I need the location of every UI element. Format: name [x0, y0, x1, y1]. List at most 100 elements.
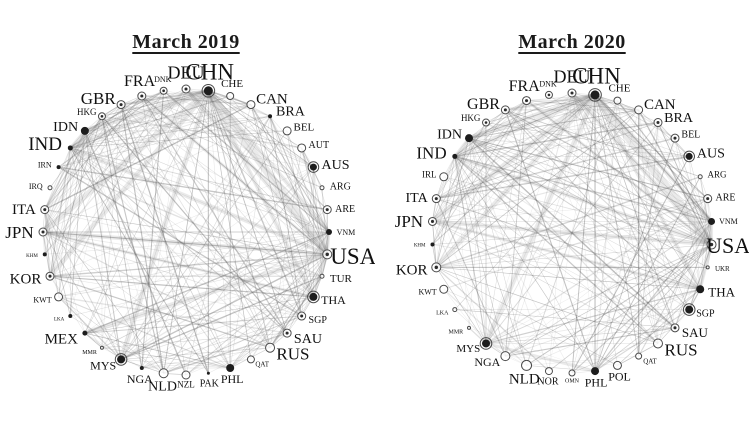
edge [120, 88, 187, 360]
node-label-THA: THA [321, 293, 346, 307]
edge [571, 92, 618, 366]
edge [505, 109, 690, 310]
edge [485, 288, 701, 345]
edge [526, 100, 712, 245]
node-QAT [635, 352, 643, 360]
edge [208, 90, 252, 360]
edge [69, 147, 231, 369]
node-label-BEL: BEL [294, 121, 315, 133]
edge [58, 166, 328, 211]
edge [120, 166, 314, 360]
edge [49, 276, 86, 334]
edge [505, 94, 596, 357]
node-THA [696, 285, 705, 294]
node-label-ITA: ITA [405, 191, 428, 206]
edge [638, 221, 713, 357]
edge [269, 254, 328, 348]
edge [436, 198, 712, 245]
node-dot-ITA [434, 197, 438, 201]
node-PHL [226, 364, 235, 373]
edge [101, 116, 165, 374]
edge [436, 109, 639, 268]
edge [454, 156, 596, 372]
edge [454, 309, 506, 357]
node-MMR [466, 325, 471, 330]
edge-band [430, 92, 597, 224]
node-ring-CHN [201, 83, 216, 98]
node-label-ARE: ARE [716, 193, 736, 204]
edge [120, 253, 328, 361]
edge [432, 94, 596, 245]
edge [468, 327, 596, 372]
node-NZL [181, 370, 191, 380]
edge-band [593, 93, 713, 223]
edge [443, 100, 527, 177]
edge [84, 90, 164, 132]
edge [185, 275, 323, 376]
node-MEX [82, 330, 88, 336]
edge [101, 90, 164, 117]
edge [468, 137, 712, 245]
nodes [427, 88, 717, 377]
edge-band [42, 230, 328, 257]
edge [120, 104, 231, 369]
node-label-PHL: PHL [221, 372, 244, 386]
edge [42, 116, 103, 233]
node-dot-ARE [325, 208, 329, 212]
edge [443, 288, 618, 366]
edge [120, 104, 323, 189]
edge [44, 209, 328, 255]
edge-band [591, 92, 715, 248]
edge [42, 95, 143, 233]
node-label-AUS: AUS [321, 158, 349, 173]
node-dot-FRA [525, 99, 529, 103]
edge [313, 167, 323, 277]
edge [657, 122, 712, 245]
edge [571, 92, 690, 310]
edge [505, 109, 712, 245]
edge [485, 244, 712, 344]
edge [571, 92, 676, 329]
edge [120, 275, 323, 360]
edge [436, 176, 444, 268]
edge [185, 88, 314, 298]
edge-band [42, 230, 314, 299]
edge [84, 130, 187, 376]
edge [58, 147, 71, 297]
edge [505, 109, 676, 328]
edge [141, 254, 328, 369]
panel-march-2020: DEU CHN CHE CAN BRA BEL AUS ARG ARE VNM USA UKR THA S… [375, 0, 749, 422]
edge [638, 109, 690, 157]
edge [70, 147, 302, 317]
edge [44, 147, 71, 210]
node-ring-AUS [683, 150, 696, 163]
node-label-IRL: IRL [422, 170, 437, 180]
edge [44, 104, 122, 210]
edge [49, 147, 71, 277]
node-label-NGA: NGA [127, 372, 153, 386]
node-label-BRA: BRA [276, 105, 306, 120]
edge [44, 209, 71, 317]
edge [432, 92, 573, 222]
edge [485, 92, 573, 344]
edge [207, 90, 303, 317]
edge [526, 100, 712, 222]
edge [185, 88, 323, 277]
edge [49, 116, 103, 188]
edge [571, 92, 712, 245]
edge [42, 130, 86, 233]
edge [436, 267, 487, 344]
edge [468, 138, 527, 366]
node-IRQ [47, 185, 53, 191]
edge [141, 95, 328, 255]
edge [185, 254, 328, 376]
edge [70, 147, 330, 233]
node-dot-USA [325, 252, 329, 257]
node-KHM [42, 252, 47, 257]
edge [230, 315, 302, 369]
nodes [38, 83, 333, 380]
node-RUS [652, 338, 663, 349]
edge [454, 156, 506, 357]
node-dot-ITA [43, 208, 47, 212]
